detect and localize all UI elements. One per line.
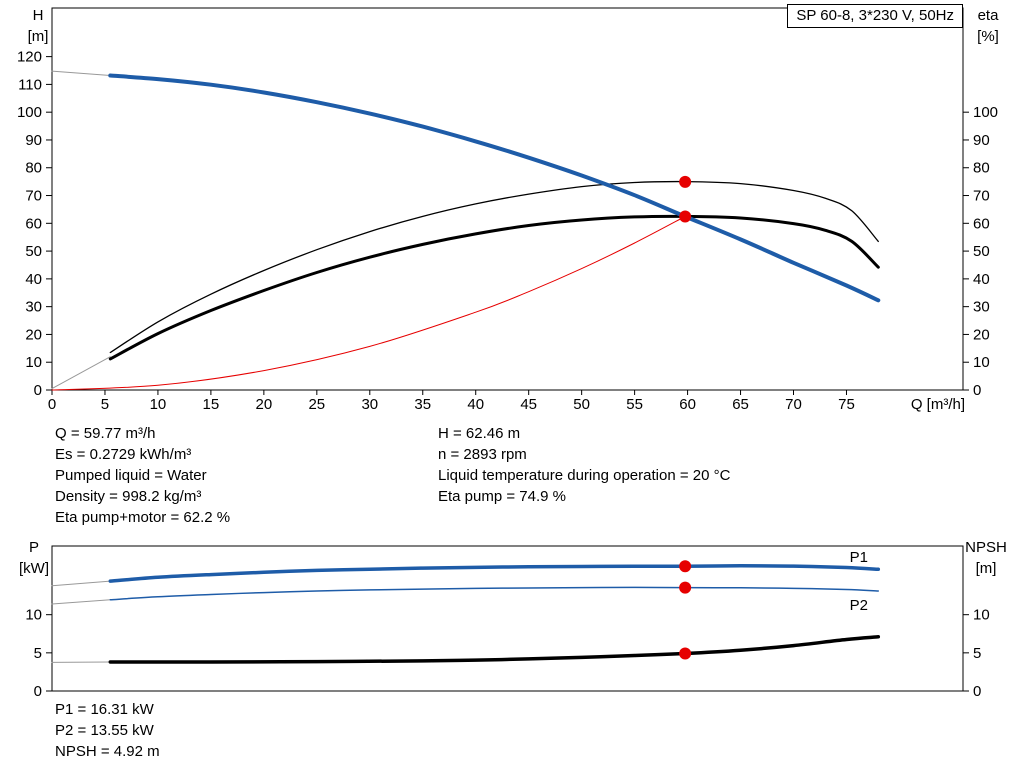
p1-curve — [108, 564, 881, 583]
left-tick-label: 60 — [25, 215, 42, 232]
pump-title-box: SP 60-8, 3*230 V, 50Hz — [787, 4, 963, 28]
npsh-value: NPSH = 4.92 m — [55, 743, 160, 760]
x-tick-label: 35 — [414, 396, 431, 413]
left-tick-label: 70 — [25, 188, 42, 205]
x-tick-label: 0 — [48, 396, 56, 413]
right-tick-label: 50 — [973, 243, 990, 260]
left-tick-label: 50 — [25, 243, 42, 260]
right-tick-label: 70 — [973, 188, 990, 205]
x-tick-label: 65 — [732, 396, 749, 413]
eta-axis-title: eta [%] — [964, 5, 1012, 47]
x-tick-label: 40 — [467, 396, 484, 413]
p2-leader — [51, 599, 111, 605]
x-tick-label: 50 — [573, 396, 590, 413]
density-value: Density = 998.2 kg/m³ — [55, 488, 202, 505]
x-tick-label: 20 — [256, 396, 273, 413]
eta-pump-motor-value: Eta pump+motor = 62.2 % — [55, 509, 231, 526]
p-axis-title: P [kW] — [12, 537, 56, 579]
x-axis-label: Q [m³/h] — [911, 396, 965, 413]
system-curve — [51, 216, 686, 391]
right-tick-label: 90 — [973, 132, 990, 149]
specific-energy-value: Es = 0.2729 kWh/m³ — [55, 446, 192, 463]
left-tick-label: 20 — [25, 326, 42, 343]
x-tick-label: 70 — [785, 396, 802, 413]
operating-point-marker — [679, 175, 692, 188]
bottom-annotations: P1 = 16.31 kW P2 = 13.55 kW NPSH = 4.92 … — [55, 699, 160, 762]
h-axis-title: H [m] — [20, 5, 56, 47]
top-right-annotations: H = 62.46 m n = 2893 rpm Liquid temperat… — [438, 423, 730, 507]
head-value: H = 62.46 m — [438, 425, 521, 442]
left-tick-label: 5 — [34, 645, 42, 662]
left-tick-label: 40 — [25, 271, 42, 288]
npsh-axis-title: NPSH [m] — [960, 537, 1012, 579]
left-tick-label: 0 — [34, 683, 42, 700]
eta-axis-name: eta — [977, 7, 999, 24]
x-tick-label: 60 — [679, 396, 696, 413]
right-tick-label: 0 — [973, 382, 981, 399]
operating-point-marker — [679, 581, 692, 594]
x-tick-label: 10 — [150, 396, 167, 413]
left-tick-label: 30 — [25, 299, 42, 316]
head-efficiency-chart: 0102030405060708090100110120010203040506… — [17, 7, 998, 413]
eta-pump-motor — [108, 214, 880, 361]
right-tick-label: 10 — [973, 354, 990, 371]
p1-value: P1 = 16.31 kW — [55, 701, 154, 718]
head-curve — [108, 73, 881, 303]
eta-pump-value: Eta pump = 74.9 % — [438, 488, 566, 505]
x-tick-label: 5 — [101, 396, 109, 413]
right-tick-label: 40 — [973, 271, 990, 288]
right-tick-label: 20 — [973, 326, 990, 343]
p-axis-unit: [kW] — [19, 560, 49, 577]
p2-curve — [109, 586, 880, 601]
eta-pump — [109, 180, 879, 354]
npsh-curve — [108, 635, 881, 664]
right-tick-label: 30 — [973, 299, 990, 316]
series-label-p1: P1 — [850, 549, 868, 566]
speed-value: n = 2893 rpm — [438, 446, 527, 463]
right-tick-label: 10 — [973, 607, 990, 624]
plot-frame — [51, 545, 964, 692]
top-left-annotations: Q = 59.77 m³/h Es = 0.2729 kWh/m³ Pumped… — [55, 423, 230, 528]
operating-point-marker — [679, 560, 692, 573]
left-tick-label: 90 — [25, 132, 42, 149]
operating-point-marker — [679, 210, 692, 223]
p-axis-name: P — [28, 539, 39, 556]
right-tick-label: 60 — [973, 215, 990, 232]
liquid-temperature-value: Liquid temperature during operation = 20… — [438, 467, 731, 484]
x-tick-label: 45 — [520, 396, 537, 413]
right-tick-label: 100 — [973, 104, 998, 121]
pumped-liquid-value: Pumped liquid = Water — [55, 467, 207, 484]
eta-axis-unit: [%] — [977, 28, 999, 45]
npsh-axis-unit: [m] — [975, 560, 997, 577]
left-tick-label: 110 — [18, 76, 42, 93]
x-tick-label: 25 — [308, 396, 325, 413]
right-tick-label: 5 — [973, 645, 981, 662]
left-tick-label: 10 — [25, 607, 42, 624]
flow-value: Q = 59.77 m³/h — [55, 425, 156, 442]
left-tick-label: 10 — [25, 354, 42, 371]
head-leader — [51, 70, 111, 76]
h-axis-unit: [m] — [27, 28, 49, 45]
series-label-p2: P2 — [850, 597, 868, 614]
x-tick-label: 55 — [626, 396, 643, 413]
h-axis-name: H — [32, 7, 44, 24]
p1-leader — [51, 580, 111, 587]
left-tick-label: 120 — [17, 49, 42, 66]
operating-point-marker — [679, 647, 692, 660]
power-npsh-chart: 0 5 10 0 5 10 P1 P2 — [25, 545, 990, 700]
left-tick-label: 0 — [34, 382, 42, 399]
x-tick-label: 15 — [203, 396, 220, 413]
left-tick-label: 80 — [25, 160, 42, 177]
right-tick-label: 80 — [973, 160, 990, 177]
npsh-axis-name: NPSH — [965, 539, 1007, 556]
p2-value: P2 = 13.55 kW — [55, 722, 154, 739]
right-tick-label: 0 — [973, 683, 981, 700]
eta-leader — [51, 356, 111, 390]
left-tick-label: 100 — [17, 104, 42, 121]
x-tick-label: 30 — [361, 396, 378, 413]
plot-frame — [51, 7, 964, 391]
x-tick-label: 75 — [838, 396, 855, 413]
